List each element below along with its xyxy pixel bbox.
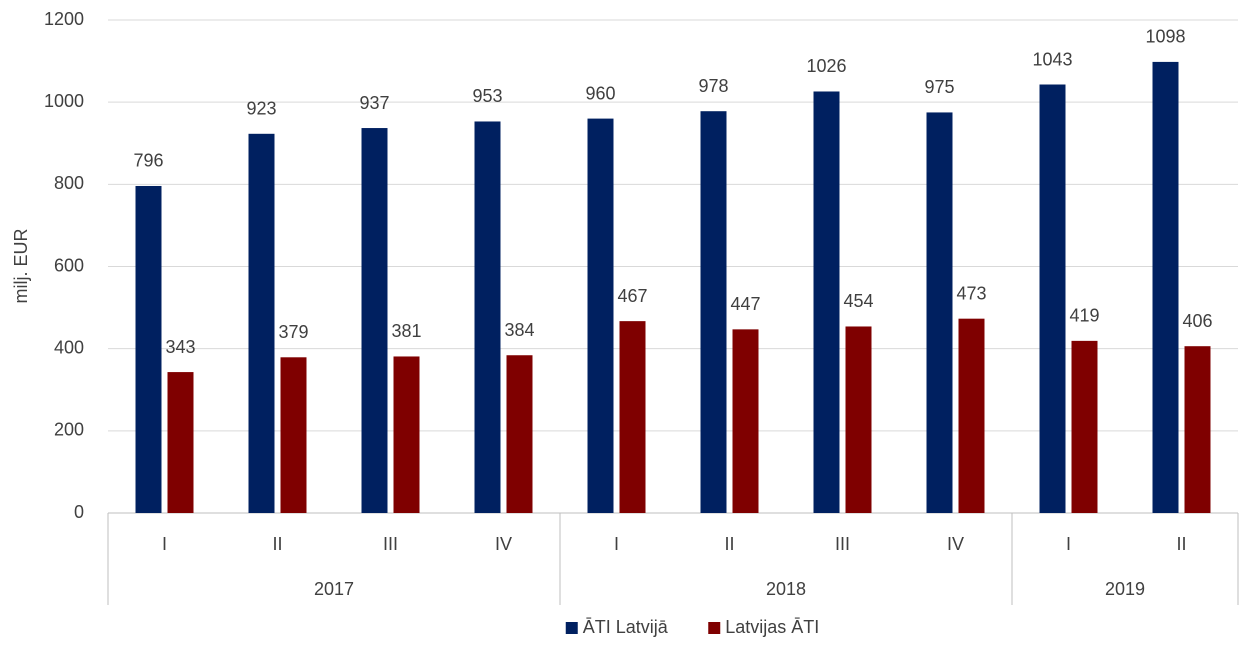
bar bbox=[813, 91, 840, 514]
bar bbox=[248, 133, 275, 513]
y-tick-label: 1000 bbox=[44, 91, 84, 111]
bar bbox=[845, 326, 872, 513]
value-label: 937 bbox=[359, 93, 389, 113]
legend-swatch bbox=[565, 622, 578, 634]
value-label: 379 bbox=[278, 322, 308, 342]
y-tick-label: 200 bbox=[54, 420, 84, 440]
value-label: 960 bbox=[585, 83, 615, 103]
value-label: 406 bbox=[1182, 311, 1212, 331]
x-tick-label: I bbox=[614, 534, 619, 554]
bar bbox=[958, 318, 985, 513]
bar bbox=[619, 321, 646, 513]
y-axis-label: milj. EUR bbox=[11, 229, 31, 304]
bar bbox=[280, 357, 307, 513]
x-tick-label: I bbox=[162, 534, 167, 554]
group-label: 2017 bbox=[314, 579, 354, 599]
value-label: 1098 bbox=[1145, 27, 1185, 47]
bar bbox=[1184, 346, 1211, 513]
value-label: 419 bbox=[1069, 306, 1099, 326]
value-label: 953 bbox=[472, 86, 502, 106]
y-tick-label: 1200 bbox=[44, 9, 84, 29]
value-label: 473 bbox=[956, 283, 986, 303]
bar bbox=[135, 185, 162, 513]
value-label: 1043 bbox=[1032, 49, 1072, 69]
value-label: 923 bbox=[246, 99, 276, 119]
value-label: 384 bbox=[504, 320, 534, 340]
bar bbox=[474, 121, 501, 513]
value-label: 975 bbox=[924, 77, 954, 97]
x-tick-label: I bbox=[1066, 534, 1071, 554]
x-tick-label: III bbox=[835, 534, 850, 554]
bar bbox=[732, 329, 759, 513]
bar bbox=[361, 128, 388, 513]
value-label: 454 bbox=[843, 291, 873, 311]
bar bbox=[393, 356, 420, 513]
x-tick-label: IV bbox=[495, 534, 512, 554]
x-tick-label: II bbox=[272, 534, 282, 554]
legend-label: Latvijas ĀTI bbox=[725, 617, 819, 637]
legend-label: ĀTI Latvijā bbox=[583, 617, 669, 637]
y-tick-label: 800 bbox=[54, 173, 84, 193]
value-label: 796 bbox=[133, 151, 163, 171]
bar bbox=[1039, 84, 1066, 514]
value-label: 447 bbox=[730, 294, 760, 314]
group-label: 2019 bbox=[1105, 579, 1145, 599]
bar bbox=[1071, 340, 1098, 513]
bar bbox=[587, 118, 614, 513]
x-tick-label: III bbox=[383, 534, 398, 554]
bar bbox=[1152, 61, 1179, 513]
value-label: 1026 bbox=[806, 56, 846, 76]
y-tick-label: 400 bbox=[54, 337, 84, 357]
bar bbox=[506, 355, 533, 513]
value-label: 381 bbox=[391, 321, 421, 341]
legend-swatch bbox=[708, 622, 721, 634]
x-tick-label: IV bbox=[947, 534, 964, 554]
y-tick-label: 0 bbox=[74, 502, 84, 522]
value-label: 978 bbox=[698, 76, 728, 96]
y-tick-label: 600 bbox=[54, 255, 84, 275]
value-label: 343 bbox=[165, 337, 195, 357]
bar bbox=[167, 372, 194, 513]
group-label: 2018 bbox=[766, 579, 806, 599]
value-label: 467 bbox=[617, 286, 647, 306]
bar bbox=[700, 111, 727, 513]
x-tick-label: II bbox=[1176, 534, 1186, 554]
bar bbox=[926, 112, 953, 513]
x-tick-label: II bbox=[724, 534, 734, 554]
